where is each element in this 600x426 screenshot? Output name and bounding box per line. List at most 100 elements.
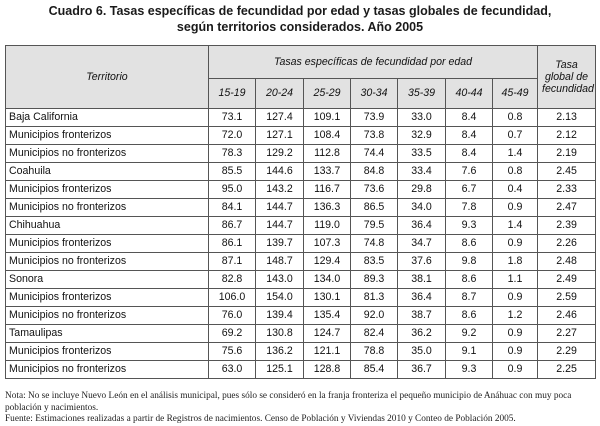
rate-cell-30-34: 78.8	[350, 342, 398, 361]
rate-cell-35-39: 36.4	[397, 216, 446, 235]
rate-cell-45-49: 0.9	[491, 360, 539, 379]
rate-cell-30-34: 73.8	[350, 126, 398, 145]
tgf-cell: 2.25	[537, 360, 597, 379]
rate-cell-45-49: 0.9	[491, 234, 539, 253]
rate-cell-15-19: 75.6	[208, 342, 256, 361]
rate-cell-40-44: 8.7	[445, 288, 493, 307]
header-age-30-34: 30-34	[350, 77, 398, 110]
rate-cell-30-34: 85.4	[350, 360, 398, 379]
tgf-cell: 2.46	[537, 306, 597, 325]
rate-cell-25-29: 124.7	[303, 324, 351, 343]
header-territorio: Territorio	[5, 45, 209, 109]
rate-cell-45-49: 1.8	[491, 252, 539, 271]
rate-cell-20-24: 127.4	[255, 108, 304, 127]
rate-cell-25-29: 108.4	[303, 126, 351, 145]
rate-cell-35-39: 36.2	[397, 324, 446, 343]
header-age-15-19: 15-19	[208, 77, 256, 110]
rate-cell-15-19: 78.3	[208, 144, 256, 163]
rate-cell-15-19: 72.0	[208, 126, 256, 145]
row-territorio: Chihuahua	[5, 216, 209, 235]
row-territorio: Tamaulipas	[5, 324, 209, 343]
rate-cell-20-24: 127.1	[255, 126, 304, 145]
table-row: Municipios no fronterizos 63.0 125.1 128.8 8…	[5, 360, 597, 379]
table-row: Baja California 73.1 127.4 109.1 73.9 33.0 8.4…	[5, 108, 597, 127]
rate-cell-45-49: 1.1	[491, 270, 539, 289]
table-row: Municipios no fronterizos 87.1 148.7 129.4 8…	[5, 252, 597, 271]
rate-cell-25-29: 116.7	[303, 180, 351, 199]
rate-cell-45-49: 1.4	[491, 144, 539, 163]
header-age-40-44: 40-44	[445, 77, 493, 110]
rate-cell-25-29: 135.4	[303, 306, 351, 325]
rate-cell-40-44: 8.6	[445, 306, 493, 325]
row-territorio: Coahuila	[5, 162, 209, 181]
rate-cell-25-29: 130.1	[303, 288, 351, 307]
rate-cell-20-24: 143.2	[255, 180, 304, 199]
tgf-cell: 2.33	[537, 180, 597, 199]
rate-cell-15-19: 86.1	[208, 234, 256, 253]
table-row: Municipios fronterizos 95.0 143.2 116.7 73.6…	[5, 180, 597, 199]
rate-cell-35-39: 36.4	[397, 288, 446, 307]
rate-cell-15-19: 95.0	[208, 180, 256, 199]
rate-cell-35-39: 29.8	[397, 180, 446, 199]
row-territorio: Municipios no fronterizos	[5, 252, 209, 271]
row-territorio: Sonora	[5, 270, 209, 289]
rate-cell-35-39: 34.7	[397, 234, 446, 253]
row-territorio: Municipios no fronterizos	[5, 360, 209, 379]
rate-cell-40-44: 9.1	[445, 342, 493, 361]
rate-cell-15-19: 85.5	[208, 162, 256, 181]
rate-cell-25-29: 121.1	[303, 342, 351, 361]
tgf-cell: 2.45	[537, 162, 597, 181]
table-row: Municipios no fronterizos 78.3 129.2 112.8 7…	[5, 144, 597, 163]
row-territorio: Municipios no fronterizos	[5, 198, 209, 217]
rate-cell-25-29: 109.1	[303, 108, 351, 127]
rate-cell-30-34: 73.9	[350, 108, 398, 127]
rate-cell-15-19: 63.0	[208, 360, 256, 379]
rate-cell-20-24: 136.2	[255, 342, 304, 361]
tgf-cell: 2.47	[537, 198, 597, 217]
header-age-group-span: Tasas específicas de fecundidad por edad	[207, 45, 539, 79]
tgf-cell: 2.26	[537, 234, 597, 253]
rate-cell-25-29: 134.0	[303, 270, 351, 289]
rate-cell-40-44: 9.2	[445, 324, 493, 343]
rate-cell-35-39: 34.0	[397, 198, 446, 217]
table-row: Tamaulipas 69.2 130.8 124.7 82.4 36.2 9.2 0.9 2.…	[5, 324, 597, 343]
rate-cell-20-24: 143.0	[255, 270, 304, 289]
rate-cell-45-49: 0.8	[491, 108, 539, 127]
rate-cell-45-49: 0.9	[491, 198, 539, 217]
tgf-cell: 2.48	[537, 252, 597, 271]
table-row: Municipios fronterizos 72.0 127.1 108.4 73.8…	[5, 126, 597, 145]
rate-cell-30-34: 83.5	[350, 252, 398, 271]
tgf-cell: 2.39	[537, 216, 597, 235]
table-title-line-1: Cuadro 6. Tasas específicas de fecundida…	[48, 4, 552, 18]
rate-cell-40-44: 6.7	[445, 180, 493, 199]
rate-cell-45-49: 0.8	[491, 162, 539, 181]
rate-cell-30-34: 74.4	[350, 144, 398, 163]
row-territorio: Municipios fronterizos	[5, 288, 209, 307]
rate-cell-40-44: 9.3	[445, 216, 493, 235]
rate-cell-15-19: 87.1	[208, 252, 256, 271]
rate-cell-45-49: 1.4	[491, 216, 539, 235]
table-row: Municipios no fronterizos 76.0 139.4 135.4 9…	[5, 306, 597, 325]
rate-cell-30-34: 84.8	[350, 162, 398, 181]
rate-cell-45-49: 0.4	[491, 180, 539, 199]
rate-cell-40-44: 9.3	[445, 360, 493, 379]
table-row: Municipios fronterizos 106.0 154.0 130.1 81.…	[5, 288, 597, 307]
header-age-25-29: 25-29	[303, 77, 351, 110]
rate-cell-25-29: 119.0	[303, 216, 351, 235]
rate-cell-15-19: 73.1	[208, 108, 256, 127]
rate-cell-45-49: 0.9	[491, 288, 539, 307]
rate-cell-35-39: 33.0	[397, 108, 446, 127]
table-row: Municipios fronterizos 75.6 136.2 121.1 78.8…	[5, 342, 597, 361]
rate-cell-15-19: 106.0	[208, 288, 256, 307]
fertility-rates-table: Territorio Tasas específicas de fecundid…	[5, 45, 597, 379]
rate-cell-40-44: 7.6	[445, 162, 493, 181]
tgf-cell: 2.59	[537, 288, 597, 307]
rate-cell-30-34: 82.4	[350, 324, 398, 343]
rate-cell-20-24: 139.4	[255, 306, 304, 325]
table-row: Municipios no fronterizos 84.1 144.7 136.3 8…	[5, 198, 597, 217]
rate-cell-25-29: 129.4	[303, 252, 351, 271]
rate-cell-25-29: 128.8	[303, 360, 351, 379]
row-territorio: Municipios fronterizos	[5, 126, 209, 145]
row-territorio: Municipios fronterizos	[5, 180, 209, 199]
